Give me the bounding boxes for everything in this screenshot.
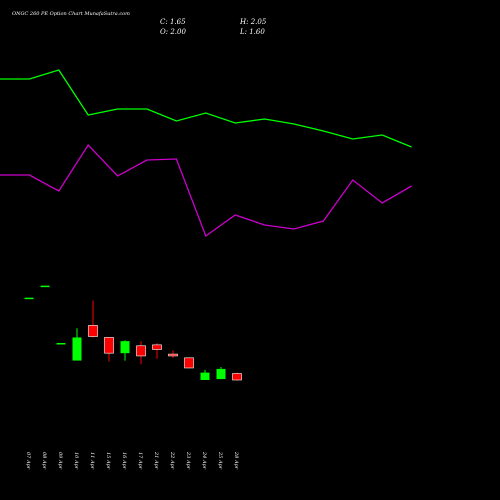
candle-16-apr [120,340,130,361]
indicator-line-1 [0,69,412,148]
candle-body [200,372,210,380]
high-readout: H: 2.05 [240,18,267,26]
candle-17-apr [136,341,146,365]
candle-body [168,353,178,357]
candle-10-apr [72,328,82,361]
candle-body [56,343,66,345]
chart-title: ONGC 260 PE Option Chart MunafaSutra.com [12,11,130,17]
candle-body [120,341,130,354]
candle-body [232,373,242,381]
candle-22-apr [168,350,178,358]
indicator-line-2 [0,143,412,238]
candle-07-apr [24,297,34,300]
candle-body [104,337,114,354]
x-tick-label: 10 Apr [73,452,79,470]
low-readout: L: 1.60 [240,28,265,36]
x-tick-label: 24 Apr [201,451,207,470]
candle-body [72,337,82,361]
x-tick-label: 08 Apr [41,452,47,470]
x-tick-label: 28 Apr [233,451,239,470]
candle-body [184,357,194,369]
candle-09-apr [56,343,66,345]
candle-body [136,345,146,357]
candle-body [88,325,98,337]
x-tick-label: 15 Apr [105,452,111,470]
open-readout: O: 2.00 [160,28,186,36]
close-readout: C: 1.65 [160,18,186,26]
candle-body [152,344,162,350]
candle-body [24,297,34,300]
candle-25-apr [216,367,226,380]
x-tick-label: 22 Apr [169,451,175,470]
x-tick-label: 11 Apr [89,452,95,470]
candle-24-apr [200,369,210,380]
x-tick-label: 25 Apr [217,451,223,470]
candle-15-apr [104,337,114,362]
candlesticks [24,285,242,381]
candle-28-apr [232,372,242,381]
candle-21-apr [152,343,162,359]
x-tick-label: 09 Apr [57,452,63,470]
indicator-lines [0,69,412,238]
x-axis-labels: 07 Apr 08 Apr 09 Apr 10 Apr 11 Apr 15 Apr 16 A… [25,451,239,470]
candle-08-apr [40,285,50,288]
candle-body [216,368,226,380]
candle-23-apr [184,357,194,369]
x-tick-label: 17 Apr [137,452,143,470]
x-tick-label: 21 Apr [153,451,159,470]
candle-body [40,285,50,288]
x-tick-label: 07 Apr [25,452,31,470]
x-tick-label: 23 Apr [185,451,191,470]
candle-11-apr [88,300,98,338]
x-tick-label: 16 Apr [121,452,127,470]
